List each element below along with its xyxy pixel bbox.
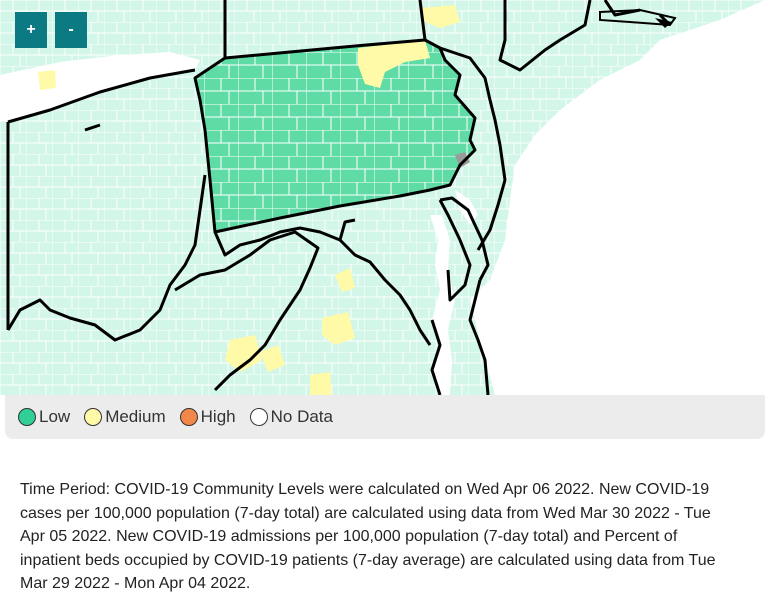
- medium-county-va-south[interactable]: [310, 372, 332, 395]
- medium-county-wv-1[interactable]: [225, 335, 262, 372]
- medium-county-md[interactable]: [335, 268, 355, 292]
- medium-county-oh[interactable]: [38, 70, 56, 90]
- legend-item-medium: Medium: [84, 407, 166, 427]
- legend-label-medium: Medium: [105, 407, 166, 426]
- medium-counties-pa-north[interactable]: [358, 40, 430, 88]
- legend-swatch-high: [179, 408, 198, 426]
- time-period-note: Time Period: COVID-19 Community Levels w…: [20, 481, 716, 592]
- map-canvas[interactable]: + -: [0, 0, 765, 395]
- medium-county-wv-2[interactable]: [260, 345, 285, 372]
- chesapeake-bay: [430, 215, 455, 395]
- island-fragment: [655, 18, 672, 28]
- medium-county-va[interactable]: [322, 312, 355, 345]
- legend-swatch-no-data: [249, 408, 268, 426]
- pennsylvania-counties: [195, 40, 475, 232]
- legend-label-no-data: No Data: [270, 407, 333, 426]
- legend-swatch-low: [18, 408, 36, 426]
- legend-label-high: High: [200, 407, 236, 426]
- map-legend: Low Medium High No Data: [5, 395, 765, 439]
- legend-item-high: High: [179, 407, 236, 427]
- lake-erie: [0, 52, 200, 122]
- zoom-out-button[interactable]: -: [55, 12, 87, 48]
- zoom-in-button[interactable]: +: [15, 12, 47, 48]
- legend-label-low: Low: [39, 407, 71, 426]
- county-map[interactable]: [0, 0, 765, 395]
- legend-item-low: Low: [18, 407, 70, 427]
- legend-swatch-medium: [84, 408, 103, 426]
- legend-item-no-data: No Data: [249, 407, 333, 427]
- atlantic-ocean: [470, 0, 765, 395]
- no-data-county[interactable]: [455, 152, 470, 168]
- state-borders: [6, 0, 672, 395]
- medium-county-ny[interactable]: [420, 5, 460, 28]
